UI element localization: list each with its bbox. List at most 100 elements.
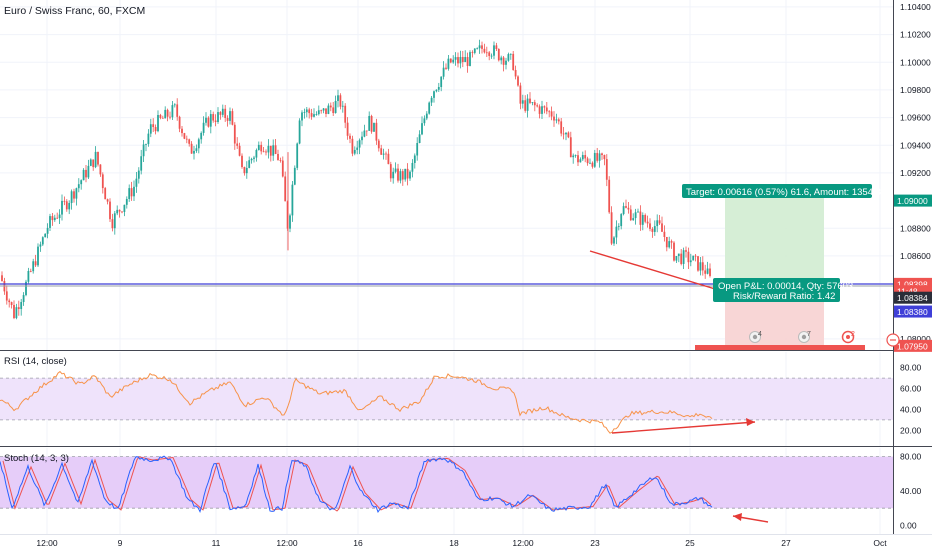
candle-body	[596, 152, 599, 161]
stoch-tick-label: 80.00	[900, 452, 922, 462]
candle-body	[622, 206, 625, 215]
candle-body	[13, 304, 15, 319]
candle-body	[641, 215, 644, 225]
candle-body	[632, 218, 635, 221]
candle-body	[394, 168, 397, 172]
event-flag-1[interactable]: 4	[749, 331, 763, 343]
candle-body	[673, 242, 675, 261]
time-tick-label: 16	[353, 538, 363, 548]
price-tick-label: 1.08800	[900, 223, 931, 233]
price-tick-label: 1.08000	[900, 334, 931, 344]
candle-body	[226, 117, 229, 121]
candle-body	[17, 307, 20, 310]
candle-body	[603, 154, 606, 160]
candle-body	[181, 128, 183, 134]
candle-body	[195, 148, 198, 151]
time-axis[interactable]: 12:00 9 11 12:00 16 18 12:00 23 25 27 Oct	[36, 538, 887, 548]
candle-body	[428, 102, 431, 114]
candle-body	[58, 214, 61, 219]
candle-body	[709, 268, 711, 276]
event-flag-3[interactable]: 2	[841, 330, 856, 344]
candle-body	[56, 217, 59, 219]
rsi-arrowhead	[746, 418, 755, 426]
price-axis[interactable]: 1.10400 1.10200 1.10000 1.09800 1.09600 1.094…	[900, 2, 931, 344]
time-tick-label: 11	[212, 538, 221, 548]
candle-body	[533, 102, 536, 106]
candle-body	[375, 122, 378, 141]
entry-price-badge-text: 1.08384	[897, 293, 928, 303]
candle-body	[509, 53, 512, 55]
candle-body	[545, 107, 548, 112]
candle-body	[481, 45, 483, 49]
candle-body	[298, 120, 301, 144]
candle-body	[332, 107, 335, 114]
candle-body	[581, 155, 584, 160]
candle-body	[675, 256, 678, 261]
candle-body	[502, 57, 505, 65]
candle-body	[495, 45, 498, 50]
event-flag-2[interactable]: 7	[798, 331, 812, 343]
candle-body	[51, 216, 54, 221]
candle-body	[34, 261, 37, 266]
candle-body	[567, 132, 570, 138]
candle-body	[421, 123, 423, 135]
candle-body	[209, 114, 212, 127]
candle-body	[649, 223, 651, 229]
profit-zone[interactable]	[725, 198, 824, 283]
time-tick-label: 9	[118, 538, 123, 548]
price-trendline[interactable]	[589, 250, 726, 293]
candle-body	[447, 58, 450, 69]
candle-body	[142, 144, 145, 157]
settings-icon[interactable]	[886, 333, 900, 347]
candle-body	[61, 200, 63, 215]
candle-body	[200, 132, 203, 140]
time-tick-label: 25	[685, 538, 695, 548]
candle-body	[663, 231, 666, 237]
candle-body	[373, 122, 375, 132]
candle-body	[317, 110, 320, 115]
candle-body	[401, 171, 404, 180]
candle-body	[452, 59, 455, 63]
stoch-axis[interactable]: 80.00 40.00 0.00	[900, 452, 922, 531]
price-tick-label: 1.09200	[900, 168, 931, 178]
candle-body	[670, 241, 673, 243]
candle-body	[145, 144, 147, 145]
candle-body	[159, 114, 162, 118]
candle-body	[526, 98, 529, 111]
candle-body	[651, 228, 654, 232]
candle-body	[5, 291, 8, 301]
candle-body	[406, 168, 409, 179]
candle-body	[221, 108, 224, 115]
rsi-tick-label: 40.00	[900, 404, 922, 414]
candle-body	[380, 148, 383, 155]
candle-body	[411, 162, 414, 172]
candle-body	[238, 145, 241, 156]
rsi-trendline[interactable]	[611, 421, 756, 434]
candle-body	[111, 219, 114, 229]
candle-body	[133, 186, 135, 197]
stoch-arrowhead	[733, 513, 742, 521]
candle-body	[370, 115, 373, 132]
candle-body	[425, 113, 428, 119]
candle-body	[329, 105, 332, 108]
candle-body	[113, 213, 116, 229]
candle-body	[166, 109, 169, 117]
candle-body	[399, 171, 402, 181]
candle-body	[193, 150, 195, 154]
candle-body	[706, 268, 709, 274]
candle-body	[361, 136, 363, 141]
candle-body	[363, 130, 366, 137]
candle-body	[344, 105, 347, 123]
candle-body	[272, 145, 275, 156]
candle-body	[147, 133, 150, 145]
candle-body	[68, 203, 71, 210]
candle-body	[281, 160, 284, 177]
candle-body	[10, 302, 13, 305]
candle-body	[197, 139, 200, 149]
candle-body	[531, 102, 534, 103]
stoch-band	[0, 456, 893, 509]
rsi-axis[interactable]: 80.00 60.00 40.00 20.00	[900, 363, 922, 436]
candle-body	[689, 260, 692, 263]
candle-body	[125, 198, 128, 205]
